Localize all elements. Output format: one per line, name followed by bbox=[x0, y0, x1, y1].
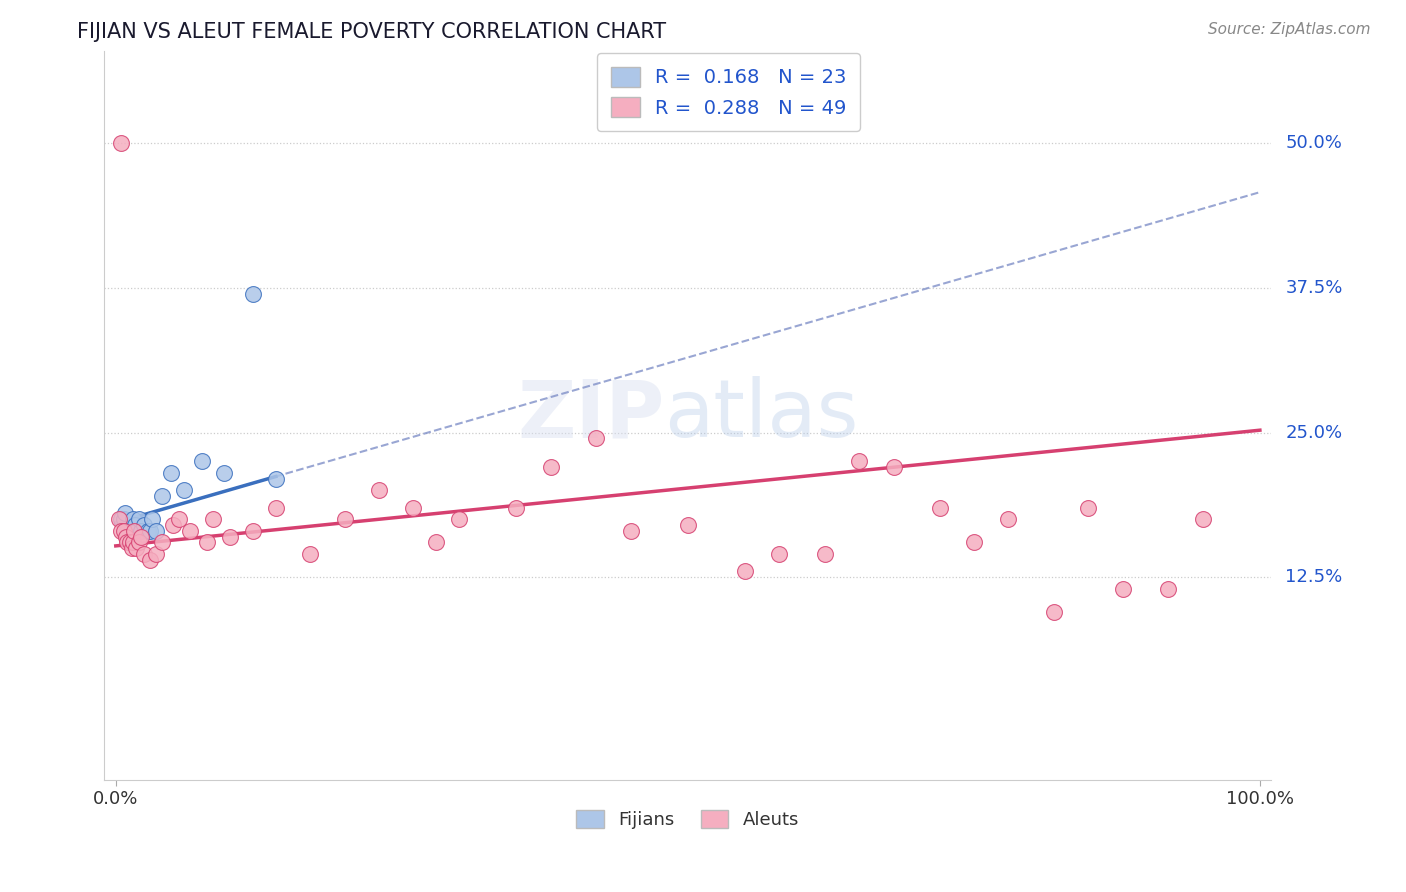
Point bbox=[505, 500, 527, 515]
Legend: Fijians, Aleuts: Fijians, Aleuts bbox=[569, 803, 807, 836]
Point bbox=[122, 512, 145, 526]
Point bbox=[179, 524, 201, 538]
Point bbox=[333, 512, 356, 526]
Point bbox=[134, 518, 156, 533]
Point bbox=[368, 483, 391, 498]
Point bbox=[162, 518, 184, 533]
Point bbox=[214, 466, 236, 480]
Point bbox=[134, 547, 156, 561]
Point bbox=[122, 524, 145, 538]
Point bbox=[1157, 582, 1180, 596]
Point bbox=[128, 512, 150, 526]
Point bbox=[150, 535, 173, 549]
Point bbox=[963, 535, 986, 549]
Point bbox=[195, 535, 218, 549]
Text: atlas: atlas bbox=[665, 376, 859, 454]
Point bbox=[1077, 500, 1099, 515]
Point bbox=[110, 524, 132, 538]
Point bbox=[1191, 512, 1213, 526]
Point bbox=[115, 524, 138, 538]
Point bbox=[620, 524, 643, 538]
Point bbox=[115, 530, 138, 544]
Point bbox=[114, 507, 136, 521]
Point bbox=[173, 483, 195, 498]
Point bbox=[299, 547, 322, 561]
Point bbox=[190, 454, 212, 468]
Point bbox=[814, 547, 837, 561]
Point bbox=[141, 512, 163, 526]
Point bbox=[112, 524, 135, 538]
Point bbox=[167, 512, 190, 526]
Point bbox=[997, 512, 1019, 526]
Point bbox=[540, 460, 562, 475]
Point bbox=[125, 541, 148, 556]
Text: 50.0%: 50.0% bbox=[1285, 134, 1343, 153]
Point bbox=[219, 530, 242, 544]
Point bbox=[734, 565, 756, 579]
Point bbox=[118, 535, 141, 549]
Point bbox=[242, 524, 264, 538]
Point bbox=[145, 524, 167, 538]
Point bbox=[447, 512, 470, 526]
Text: 25.0%: 25.0% bbox=[1285, 424, 1343, 442]
Text: 12.5%: 12.5% bbox=[1285, 568, 1343, 586]
Point bbox=[115, 535, 138, 549]
Point bbox=[928, 500, 950, 515]
Point bbox=[139, 524, 162, 538]
Text: Source: ZipAtlas.com: Source: ZipAtlas.com bbox=[1208, 22, 1371, 37]
Point bbox=[112, 512, 135, 526]
Point bbox=[125, 524, 148, 538]
Text: 37.5%: 37.5% bbox=[1285, 279, 1343, 297]
Point bbox=[145, 547, 167, 561]
Point bbox=[768, 547, 790, 561]
Point bbox=[676, 518, 699, 533]
Point bbox=[122, 535, 145, 549]
Point bbox=[159, 466, 181, 480]
Point bbox=[110, 136, 132, 151]
Point bbox=[848, 454, 870, 468]
Point bbox=[264, 472, 287, 486]
Point bbox=[118, 530, 141, 544]
Point bbox=[585, 431, 607, 445]
Text: FIJIAN VS ALEUT FEMALE POVERTY CORRELATION CHART: FIJIAN VS ALEUT FEMALE POVERTY CORRELATI… bbox=[77, 22, 666, 42]
Point bbox=[883, 460, 905, 475]
Point bbox=[129, 530, 152, 544]
Point bbox=[129, 524, 152, 538]
Point bbox=[402, 500, 425, 515]
Point bbox=[120, 524, 142, 538]
Point bbox=[139, 553, 162, 567]
Point bbox=[108, 512, 131, 526]
Point bbox=[136, 524, 159, 538]
Point bbox=[242, 286, 264, 301]
Text: ZIP: ZIP bbox=[517, 376, 665, 454]
Point bbox=[150, 489, 173, 503]
Point bbox=[110, 512, 132, 526]
Point bbox=[1043, 605, 1066, 619]
Point bbox=[264, 500, 287, 515]
Point bbox=[1111, 582, 1133, 596]
Point bbox=[202, 512, 225, 526]
Point bbox=[128, 535, 150, 549]
Point bbox=[124, 518, 146, 533]
Point bbox=[425, 535, 447, 549]
Point bbox=[121, 541, 143, 556]
